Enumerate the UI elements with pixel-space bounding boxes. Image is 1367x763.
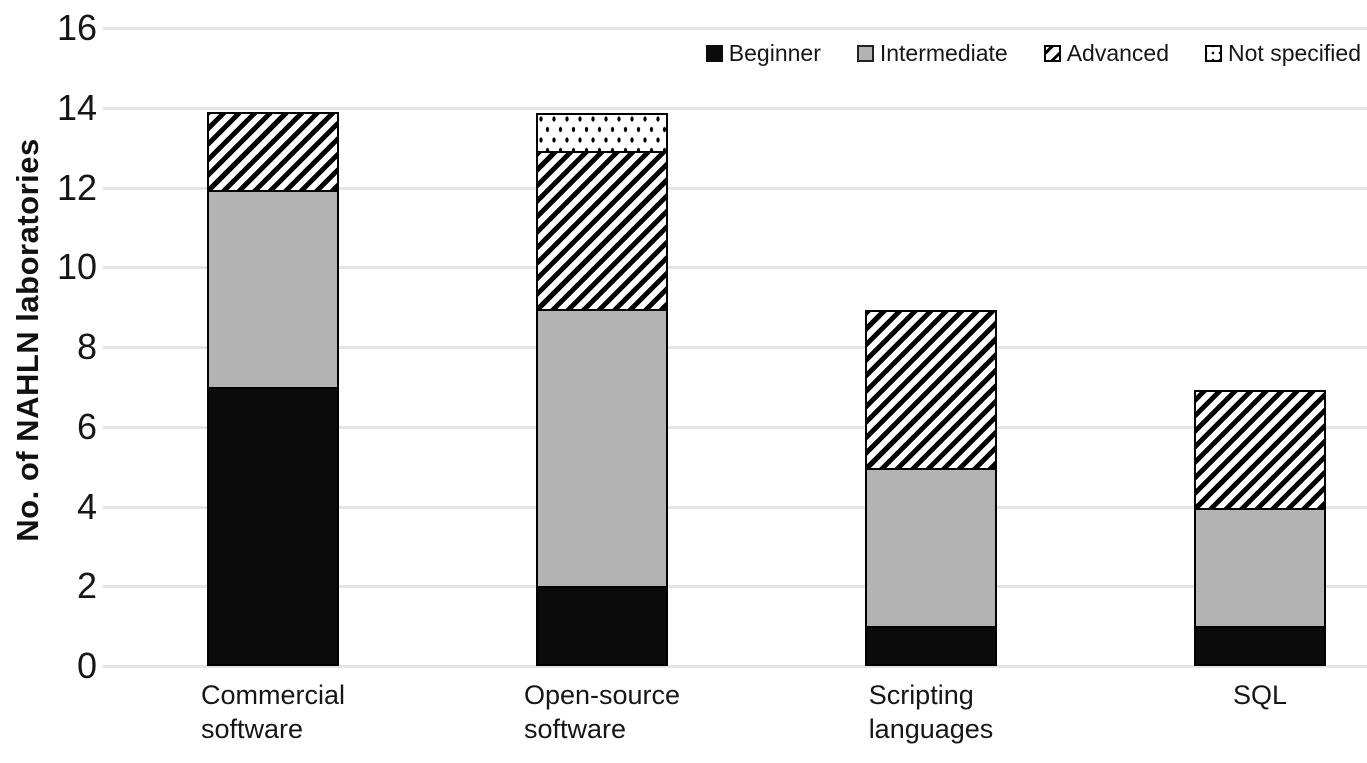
legend: Beginner Intermediate Advanced Not speci… — [705, 40, 1361, 67]
x-axis-label-line: software — [523, 714, 626, 744]
segment-advanced-commercial-software — [207, 112, 339, 192]
legend-item-beginner: Beginner — [705, 40, 821, 67]
segment-intermediate-open-source-software — [536, 309, 668, 588]
gridline-y-0 — [103, 665, 1367, 668]
segment-intermediate-scripting-languages — [865, 468, 997, 628]
segment-not-specified-open-source-software — [536, 113, 668, 153]
legend-label-advanced: Advanced — [1066, 40, 1170, 66]
x-axis-label-scripting-languages: Scripting languages — [869, 678, 994, 746]
x-axis-label-line: software — [200, 714, 304, 744]
gridline-y-4 — [103, 506, 1367, 509]
y-tick-label-6: 6 — [76, 406, 97, 447]
y-tick-label-2: 2 — [76, 565, 97, 606]
segment-beginner-scripting-languages — [865, 626, 997, 666]
y-tick-label-8: 8 — [76, 326, 97, 367]
advanced-swatch-icon — [1043, 45, 1061, 62]
segment-beginner-sql — [1194, 626, 1326, 666]
legend-label-intermediate: Intermediate — [879, 40, 1008, 66]
x-axis-label-line: SQL — [1232, 680, 1288, 710]
not-specified-swatch-icon — [1205, 45, 1223, 62]
x-axis-label-line: Open-source — [523, 680, 681, 710]
y-tick-label-10: 10 — [56, 246, 97, 287]
segment-advanced-scripting-languages — [865, 310, 997, 470]
segment-advanced-sql — [1194, 390, 1326, 510]
gridline-y-8 — [103, 346, 1367, 349]
y-tick-label-0: 0 — [76, 645, 97, 686]
y-tick-label-4: 4 — [76, 486, 97, 527]
y-tick-label-12: 12 — [56, 167, 97, 208]
x-axis-label-open-source-software: Open-source software — [524, 678, 680, 746]
gridline-y-12 — [103, 187, 1367, 190]
legend-item-not-specified: Not specified — [1205, 40, 1361, 67]
x-axis-label-commercial-software: Commercial software — [201, 678, 345, 746]
x-axis-label-line: Scripting — [868, 680, 974, 710]
bar-sql — [1194, 390, 1326, 666]
segment-beginner-commercial-software — [207, 387, 339, 666]
y-tick-label-16: 16 — [56, 7, 97, 48]
legend-label-beginner: Beginner — [728, 40, 821, 66]
legend-label-not-specified: Not specified — [1228, 40, 1361, 66]
bar-scripting-languages — [865, 310, 997, 666]
y-tick-label-14: 14 — [56, 87, 97, 128]
gridline-y-10 — [103, 266, 1367, 269]
segment-advanced-open-source-software — [536, 151, 668, 311]
intermediate-swatch-icon — [856, 45, 874, 62]
bar-commercial-software — [207, 112, 339, 666]
x-axis-label-sql: SQL — [1233, 678, 1287, 712]
x-axis-label-line: Commercial — [200, 680, 346, 710]
gridline-y-16 — [103, 27, 1367, 30]
gridline-y-2 — [103, 585, 1367, 588]
x-axis-label-line: languages — [868, 714, 994, 744]
segment-intermediate-sql — [1194, 508, 1326, 628]
legend-item-intermediate: Intermediate — [856, 40, 1008, 67]
legend-item-advanced: Advanced — [1043, 40, 1170, 67]
gridline-y-6 — [103, 426, 1367, 429]
segment-beginner-open-source-software — [536, 586, 668, 666]
beginner-swatch-icon — [705, 45, 723, 62]
gridline-y-14 — [103, 107, 1367, 110]
bar-open-source-software — [536, 113, 668, 666]
segment-intermediate-commercial-software — [207, 190, 339, 389]
